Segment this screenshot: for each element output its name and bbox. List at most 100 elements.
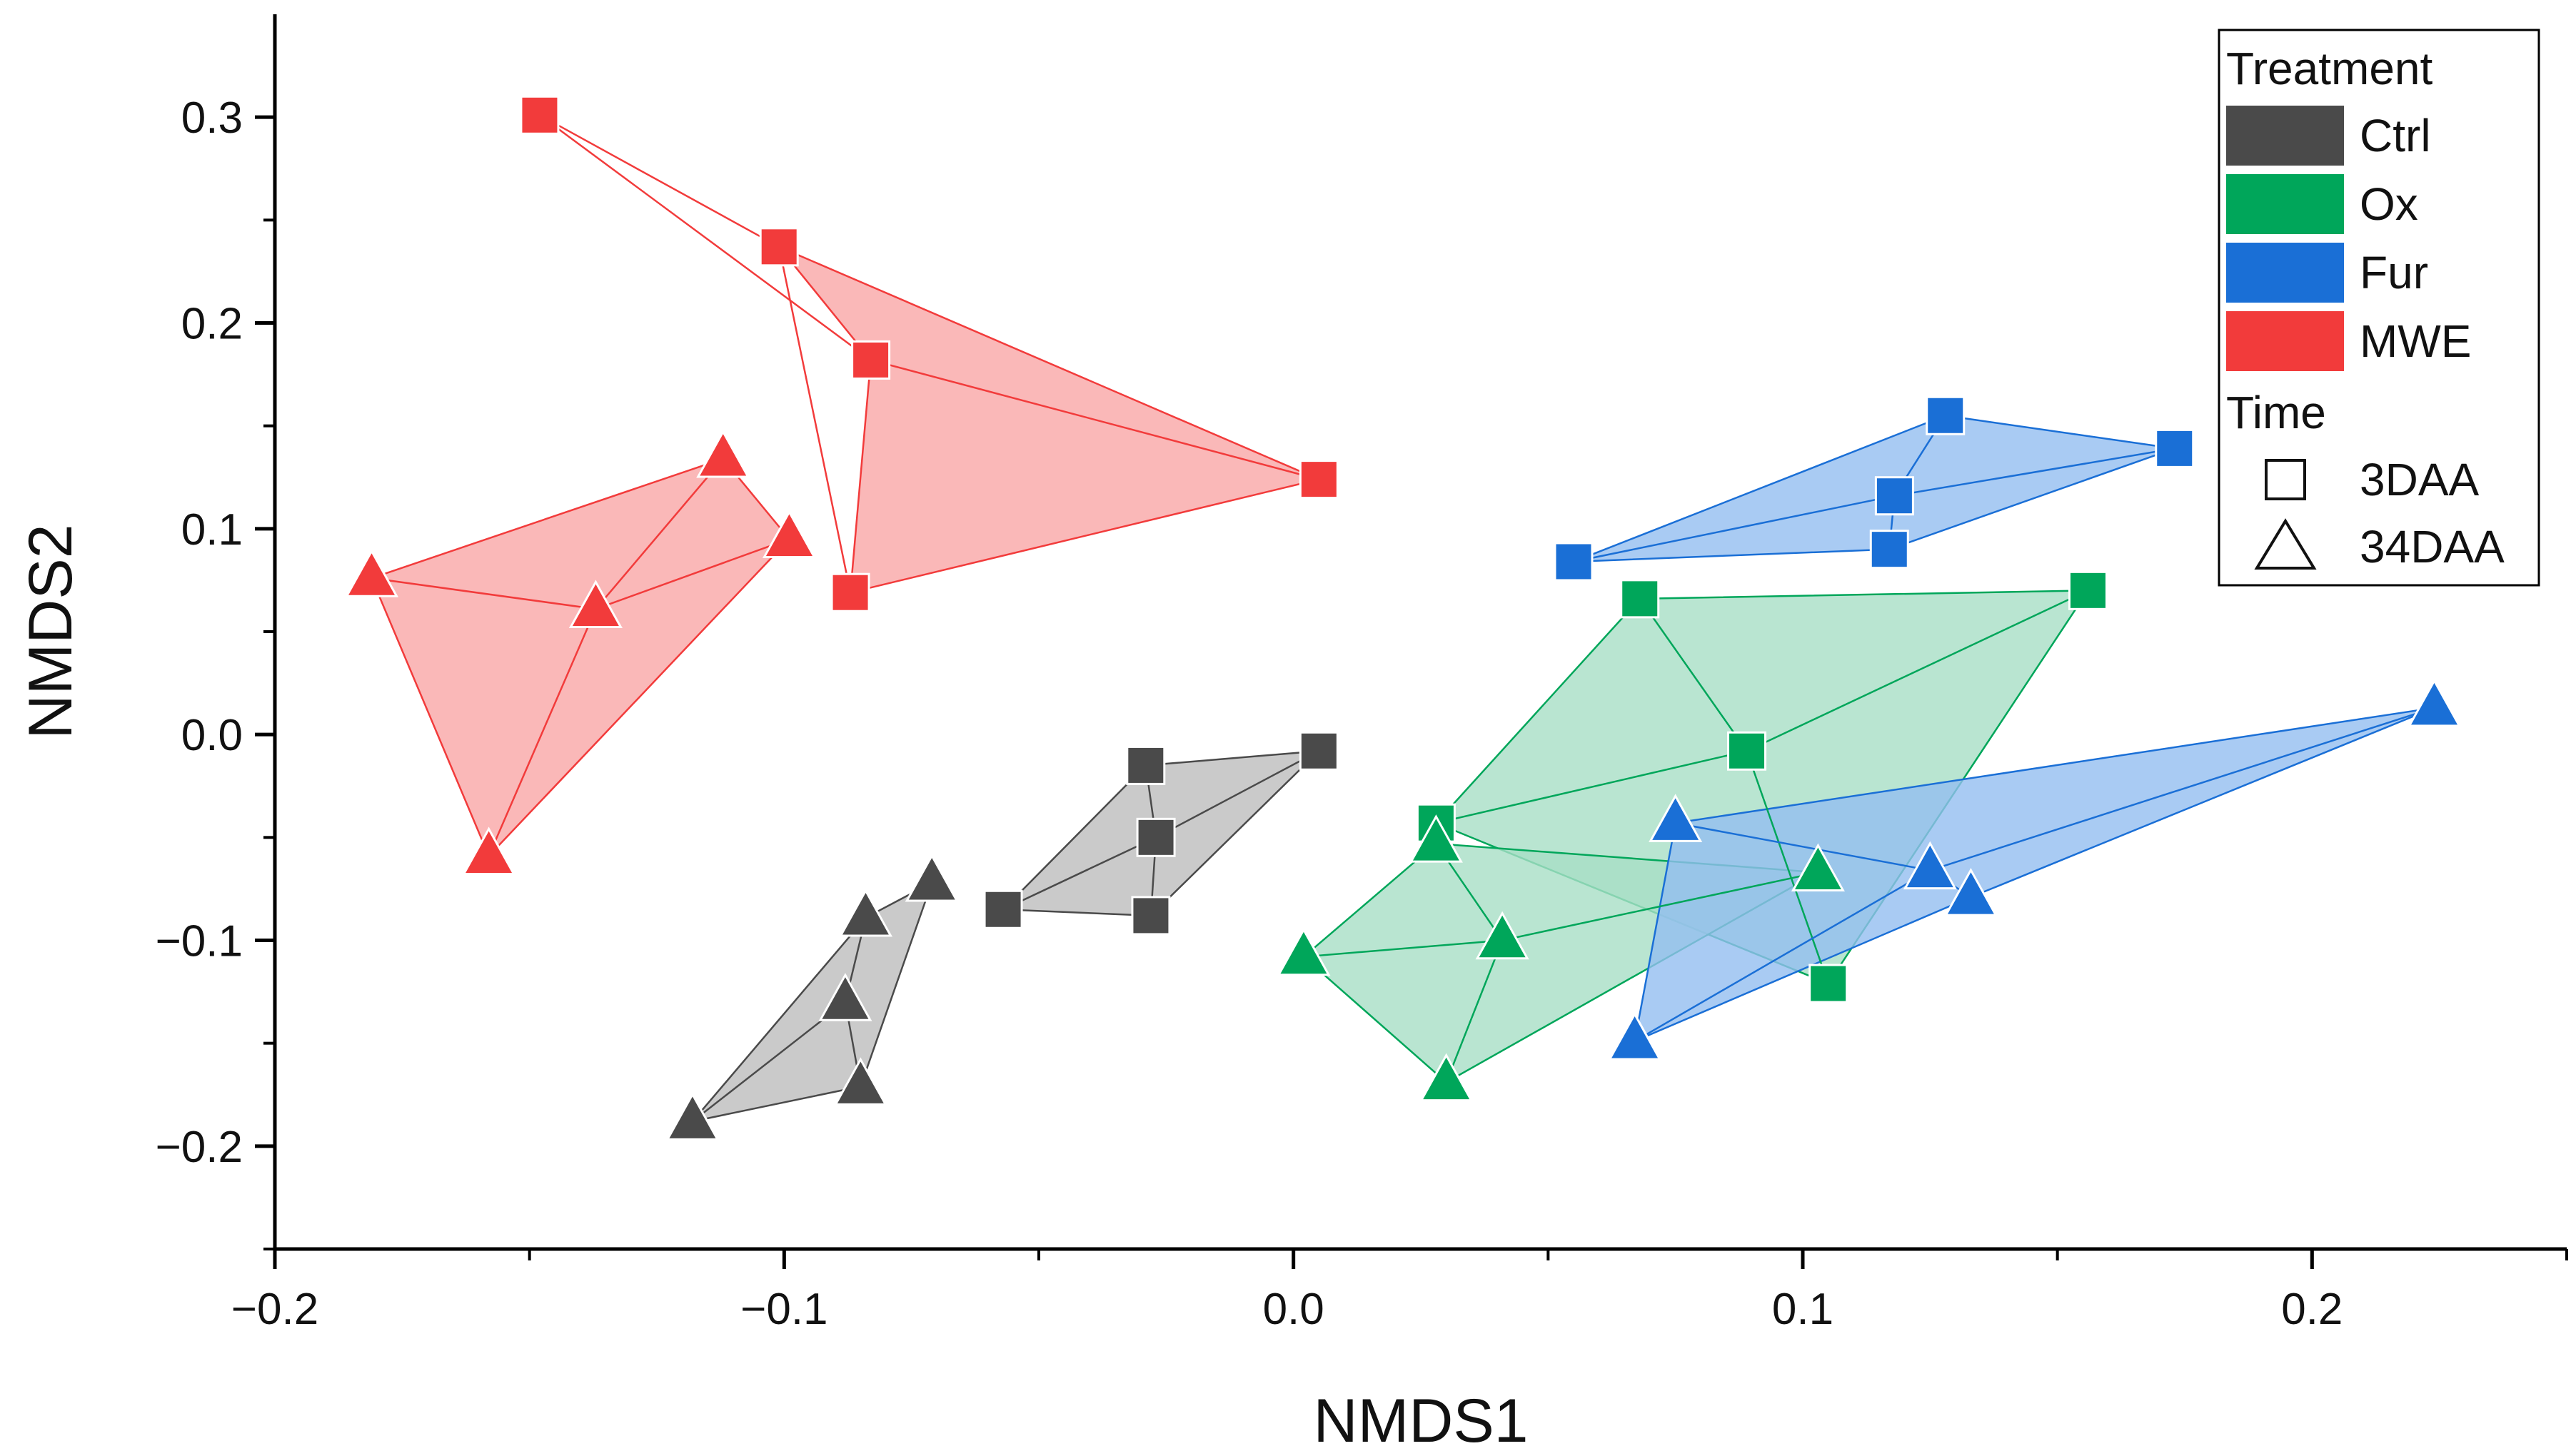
spoke-ox-3daa — [1436, 750, 1747, 824]
spoke-ox-3daa — [1746, 590, 2088, 752]
point-ctrl-3daa — [1299, 731, 1339, 771]
point-ctrl-34daa — [905, 853, 959, 902]
legend-swatch-fur — [2226, 243, 2344, 303]
point-ox-34daa — [1409, 814, 1463, 863]
spoke-fur-34daa — [1929, 707, 2435, 871]
x-axis-ticks: −0.2 −0.1 0.0 0.1 0.2 — [231, 1249, 2568, 1334]
x-tick-label: −0.1 — [740, 1285, 827, 1334]
point-fur-34daa — [2407, 678, 2462, 727]
x-axis-title: NMDS1 — [1313, 1387, 1528, 1455]
legend-box — [2218, 29, 2540, 587]
point-ox-34daa — [1791, 843, 1845, 892]
point-ctrl-3daa — [1126, 745, 1166, 785]
point-ctrl-3daa — [1131, 896, 1171, 936]
x-tick-label: 0.0 — [1263, 1285, 1324, 1334]
spoke-fur-3daa — [1573, 495, 1895, 563]
spoke-fur-3daa — [1894, 448, 2175, 497]
point-mwe-3daa — [830, 572, 870, 612]
spoke-ox-3daa — [1639, 598, 1748, 752]
spoke-mwe-34daa — [371, 577, 596, 610]
point-mwe-34daa — [696, 429, 750, 478]
point-fur-34daa — [1649, 794, 1703, 842]
hull-mwe-34daa — [371, 457, 790, 857]
axes: −0.2 −0.1 0.0 0.1 0.2 −0.2 −0.1 0.0 0.1 0.2 0.3 N… — [16, 14, 2568, 1455]
legend-treatment-title: Treatment — [2226, 43, 2433, 94]
point-ctrl-34daa — [833, 1057, 887, 1106]
point-ox-34daa — [1419, 1053, 1474, 1102]
point-fur-34daa — [1943, 868, 1998, 916]
point-ox-3daa — [1808, 964, 1848, 1003]
spoke-mwe-34daa — [595, 538, 790, 610]
point-fur-34daa — [1608, 1011, 1662, 1061]
spoke-mwe-34daa — [595, 457, 724, 610]
spoke-mwe-3daa — [539, 114, 872, 361]
point-mwe-34daa — [762, 510, 817, 558]
y-tick-label: −0.1 — [156, 917, 243, 966]
point-ox-3daa — [1620, 579, 1660, 619]
spoke-ctrl-3daa — [1002, 836, 1157, 911]
legend-swatch-ctrl — [2226, 106, 2344, 166]
point-fur-3daa — [1926, 395, 1966, 435]
point-fur-3daa — [2155, 428, 2195, 468]
spoke-ox-34daa — [1303, 939, 1503, 958]
legend: Treatment Time Ctrl Ox Fur MWE 3DAA 34DAA — [2218, 29, 2540, 587]
y-tick-label: 0.1 — [181, 505, 243, 555]
point-mwe-3daa — [520, 95, 560, 135]
plot-area — [344, 95, 2462, 1141]
point-fur-34daa — [1903, 841, 1957, 890]
spoke-ctrl-34daa — [692, 1001, 846, 1123]
legend-label-mwe: MWE — [2360, 315, 2471, 367]
x-tick-label: 0.1 — [1772, 1285, 1833, 1334]
marker-layer — [344, 95, 2462, 1141]
legend-items: Ctrl Ox Fur MWE 3DAA 34DAA — [2226, 106, 2505, 572]
y-tick-label: −0.2 — [156, 1123, 243, 1172]
spoke-mwe-3daa — [778, 246, 852, 593]
spoke-ox-3daa — [1746, 750, 1829, 984]
y-tick-label: 0.3 — [181, 93, 243, 143]
x-tick-label: 0.2 — [2281, 1285, 2343, 1334]
point-mwe-3daa — [759, 227, 799, 267]
point-ctrl-34daa — [838, 888, 893, 937]
y-axis-title: NMDS2 — [16, 524, 85, 739]
point-mwe-3daa — [851, 340, 891, 380]
y-tick-label: 0.0 — [181, 711, 243, 760]
legend-label-34daa: 34DAA — [2360, 521, 2505, 572]
hull-ctrl-34daa — [691, 881, 933, 1123]
spoke-fur-34daa — [1675, 821, 1931, 871]
y-axis-ticks: −0.2 −0.1 0.0 0.1 0.2 0.3 — [156, 93, 275, 1250]
point-mwe-3daa — [1299, 460, 1339, 500]
point-ctrl-3daa — [983, 889, 1023, 929]
spoke-ox-34daa — [1445, 940, 1504, 1083]
point-fur-3daa — [1554, 542, 1594, 582]
spoke-ctrl-3daa — [1155, 750, 1319, 839]
legend-marker-34daa — [2254, 518, 2317, 570]
point-mwe-34daa — [344, 549, 399, 597]
legend-swatch-ox — [2226, 174, 2344, 234]
point-ctrl-3daa — [1136, 817, 1176, 857]
point-mwe-34daa — [568, 580, 623, 628]
x-tick-label: −0.2 — [231, 1285, 318, 1334]
legend-label-fur: Fur — [2360, 247, 2428, 298]
point-fur-3daa — [1874, 476, 1914, 516]
point-ox-34daa — [1475, 911, 1529, 960]
y-tick-label: 0.2 — [181, 300, 243, 349]
point-ox-3daa — [1727, 731, 1767, 771]
spoke-ox-34daa — [1501, 871, 1818, 941]
point-fur-3daa — [1869, 530, 1909, 570]
legend-label-3daa: 3DAA — [2360, 454, 2480, 505]
legend-label-ctrl: Ctrl — [2360, 110, 2431, 161]
spoke-mwe-34daa — [488, 608, 597, 856]
hull-layer — [371, 114, 2435, 1123]
point-ox-3daa — [2068, 570, 2108, 610]
point-ctrl-34daa — [818, 973, 872, 1021]
legend-marker-3daa — [2265, 459, 2306, 500]
spoke-mwe-3daa — [870, 359, 1319, 480]
legend-swatch-mwe — [2226, 311, 2344, 371]
spoke-fur-34daa — [1634, 869, 1931, 1042]
point-ctrl-34daa — [665, 1092, 720, 1141]
legend-time-title: Time — [2226, 387, 2326, 438]
point-mwe-34daa — [462, 826, 516, 875]
legend-label-ox: Ox — [2360, 178, 2418, 230]
point-ox-34daa — [1277, 927, 1331, 976]
